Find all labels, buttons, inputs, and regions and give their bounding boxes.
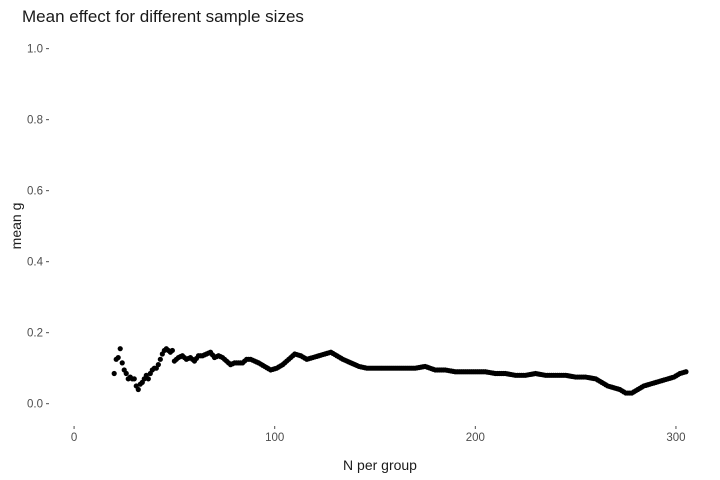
data-point — [111, 370, 117, 377]
data-point — [119, 360, 125, 366]
data-point — [135, 386, 141, 393]
y-tick-label: 1.0 — [27, 44, 43, 56]
data-points — [111, 346, 689, 396]
y-axis-label: mean g — [8, 203, 24, 250]
x-tick-label: 100 — [265, 432, 284, 444]
data-point — [169, 347, 175, 354]
data-point — [115, 354, 121, 361]
y-tick-label: 0.0 — [27, 399, 43, 411]
x-tick-label: 0 — [71, 432, 77, 444]
y-axis: 0.0 0.2 0.4 0.6 0.8 1.0 — [27, 44, 49, 411]
x-axis: 0 100 200 300 — [71, 426, 686, 444]
y-tick-label: 0.2 — [27, 328, 43, 340]
data-point — [123, 370, 129, 377]
data-point — [155, 362, 161, 368]
y-tick-label: 0.8 — [27, 115, 43, 127]
data-point — [117, 346, 123, 352]
chart-title: Mean effect for different sample sizes — [22, 7, 304, 26]
y-tick-label: 0.4 — [27, 257, 44, 269]
data-point — [145, 376, 151, 382]
x-tick-label: 200 — [466, 432, 485, 444]
data-point — [683, 369, 689, 375]
y-tick-label: 0.6 — [27, 186, 43, 198]
data-point — [157, 356, 163, 362]
x-tick-label: 300 — [666, 432, 685, 444]
data-point — [131, 376, 137, 382]
x-axis-label: N per group — [343, 457, 417, 473]
